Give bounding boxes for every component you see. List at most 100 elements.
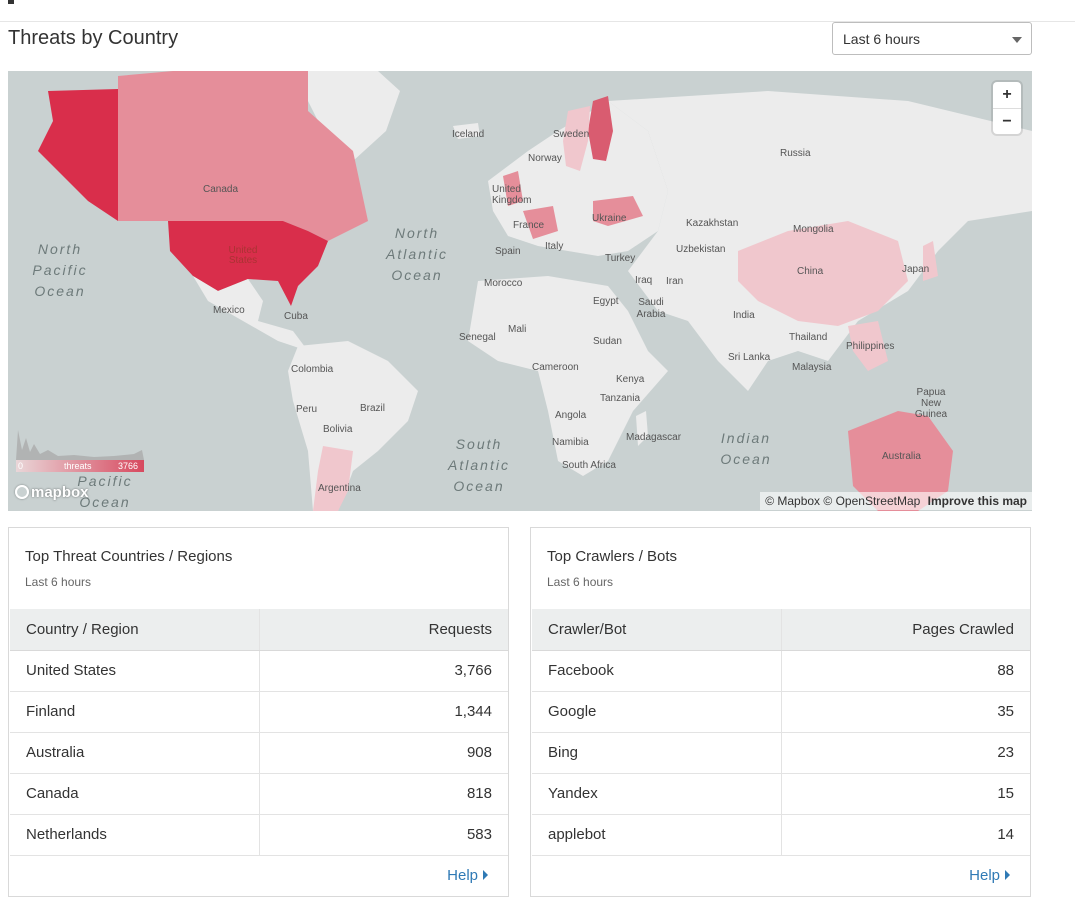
pages-cell: 88: [781, 650, 1030, 692]
chevron-down-icon: [1012, 37, 1022, 43]
time-range-select[interactable]: Last 6 hours: [832, 22, 1032, 55]
country-cell: Canada: [10, 773, 260, 815]
improve-map-link[interactable]: Improve this map: [927, 494, 1027, 508]
caret-right-icon: [1005, 870, 1010, 880]
ocean-label-north-atlantic: North Atlantic Ocean: [386, 225, 448, 283]
map-label-uzbekistan: Uzbekistan: [676, 244, 726, 255]
requests-cell: 3,766: [259, 650, 508, 692]
map-label-colombia: Colombia: [291, 364, 334, 375]
map-label-iran: Iran: [666, 276, 684, 287]
column-header-crawler[interactable]: Crawler/Bot: [532, 609, 782, 651]
legend-histogram: [16, 430, 144, 460]
argentina-shape: [313, 446, 353, 511]
attribution-mapbox-link[interactable]: © Mapbox: [765, 494, 821, 508]
threat-countries-card: Top Threat Countries / Regions Last 6 ho…: [8, 527, 509, 897]
table-row: Facebook 88: [532, 650, 1030, 692]
map-label-canada: Canada: [203, 184, 239, 195]
map-label-france: France: [513, 220, 545, 231]
map-label-italy: Italy: [545, 241, 564, 252]
help-link[interactable]: Help: [969, 867, 1010, 884]
southeast-asia-shape: [848, 321, 888, 371]
table-row: Netherlands 583: [10, 814, 508, 856]
map-legend: 0 threats 3766: [14, 420, 146, 478]
help-label: Help: [447, 867, 478, 884]
map-label-mali: Mali: [508, 324, 527, 335]
help-link[interactable]: Help: [447, 867, 488, 884]
map-label-china: China: [797, 266, 824, 277]
map-label-iraq: Iraq: [635, 275, 653, 286]
attribution-osm-link[interactable]: © OpenStreetMap: [823, 494, 921, 508]
map-label-malaysia: Malaysia: [792, 362, 832, 373]
uk-shape: [503, 171, 523, 206]
card-subtitle: Last 6 hours: [25, 575, 92, 589]
crawler-cell: Bing: [532, 732, 782, 774]
table-header-row: Crawler/Bot Pages Crawled: [532, 609, 1030, 651]
sweden-shape: [563, 106, 590, 171]
zoom-out-button[interactable]: −: [993, 108, 1021, 134]
mapbox-logo-icon: [15, 485, 29, 499]
map-label-russia: Russia: [780, 148, 811, 159]
map-canvas: [38, 71, 1032, 511]
zoom-in-button[interactable]: +: [1002, 86, 1012, 103]
map-label-norway: Norway: [528, 153, 562, 164]
legend-label: threats: [64, 461, 92, 471]
table-header-row: Country / Region Requests: [10, 609, 508, 651]
map-label-brazil: Brazil: [360, 403, 386, 414]
requests-cell: 1,344: [259, 691, 508, 733]
ukraine-shape: [593, 196, 643, 226]
mapbox-logo-text: mapbox: [31, 484, 89, 501]
requests-cell: 818: [259, 773, 508, 815]
table-row: Canada 818: [10, 773, 508, 815]
map-label-papua: Papua New Guinea: [914, 387, 948, 420]
canada-shape: [118, 71, 368, 241]
table-row: Finland 1,344: [10, 691, 508, 733]
top-bar-mark: [8, 0, 14, 4]
table-row: Bing 23: [532, 732, 1030, 774]
map-label-egypt: Egypt: [593, 296, 619, 307]
map-label-spain: Spain: [495, 246, 521, 257]
map-label-sweden: Sweden: [553, 129, 590, 140]
map-label-japan: Japan: [902, 264, 930, 275]
pages-cell: 15: [781, 773, 1030, 815]
column-header-pages-crawled[interactable]: Pages Crawled: [781, 609, 1030, 651]
crawler-cell: applebot: [532, 814, 782, 856]
map-label-peru: Peru: [296, 404, 318, 415]
pages-cell: 14: [781, 814, 1030, 856]
column-header-requests[interactable]: Requests: [259, 609, 508, 651]
map-label-saudi: Saudi Arabia: [636, 297, 666, 320]
ocean-label-south-pacific: Pacific Ocean: [77, 473, 133, 510]
table-row: United States 3,766: [10, 650, 508, 692]
iceland-shape: [453, 123, 480, 139]
map-label-angola: Angola: [555, 410, 587, 421]
map-label-kenya: Kenya: [616, 374, 645, 385]
map-label-thailand: Thailand: [789, 332, 828, 343]
card-title: Top Crawlers / Bots: [547, 548, 678, 565]
top-bar: [0, 0, 1075, 22]
map-label-australia: Australia: [882, 451, 921, 462]
map-label-argentina: Argentina: [318, 483, 361, 494]
help-label: Help: [969, 867, 1000, 884]
map-label-mongolia: Mongolia: [793, 224, 834, 235]
column-header-country[interactable]: Country / Region: [10, 609, 260, 651]
ocean-label-north-pacific: North Pacific Ocean: [32, 241, 88, 299]
map-label-cameroon: Cameroon: [532, 362, 579, 373]
pages-cell: 35: [781, 691, 1030, 733]
requests-cell: 908: [259, 732, 508, 774]
map-label-ukraine: Ukraine: [592, 213, 627, 224]
country-cell: Netherlands: [10, 814, 260, 856]
map-attribution: © Mapbox © OpenStreetMap Improve this ma…: [760, 492, 1032, 510]
crawler-cell: Google: [532, 691, 782, 733]
card-subtitle: Last 6 hours: [547, 575, 614, 589]
time-range-value: Last 6 hours: [843, 31, 921, 47]
map-label-sudan: Sudan: [593, 336, 622, 347]
finland-shape: [588, 96, 613, 161]
map-label-south-africa: South Africa: [562, 460, 616, 471]
map-label-mexico: Mexico: [213, 305, 245, 316]
map-label-cuba: Cuba: [284, 311, 308, 322]
map-label-madagascar: Madagascar: [626, 432, 682, 443]
usa-shape: [168, 221, 328, 306]
crawlers-card: Top Crawlers / Bots Last 6 hours Crawler…: [530, 527, 1031, 897]
mapbox-logo[interactable]: mapbox: [15, 484, 89, 501]
threat-map[interactable]: Canada United States Mexico Cuba Colombi…: [8, 71, 1032, 511]
japan-shape: [923, 241, 938, 281]
